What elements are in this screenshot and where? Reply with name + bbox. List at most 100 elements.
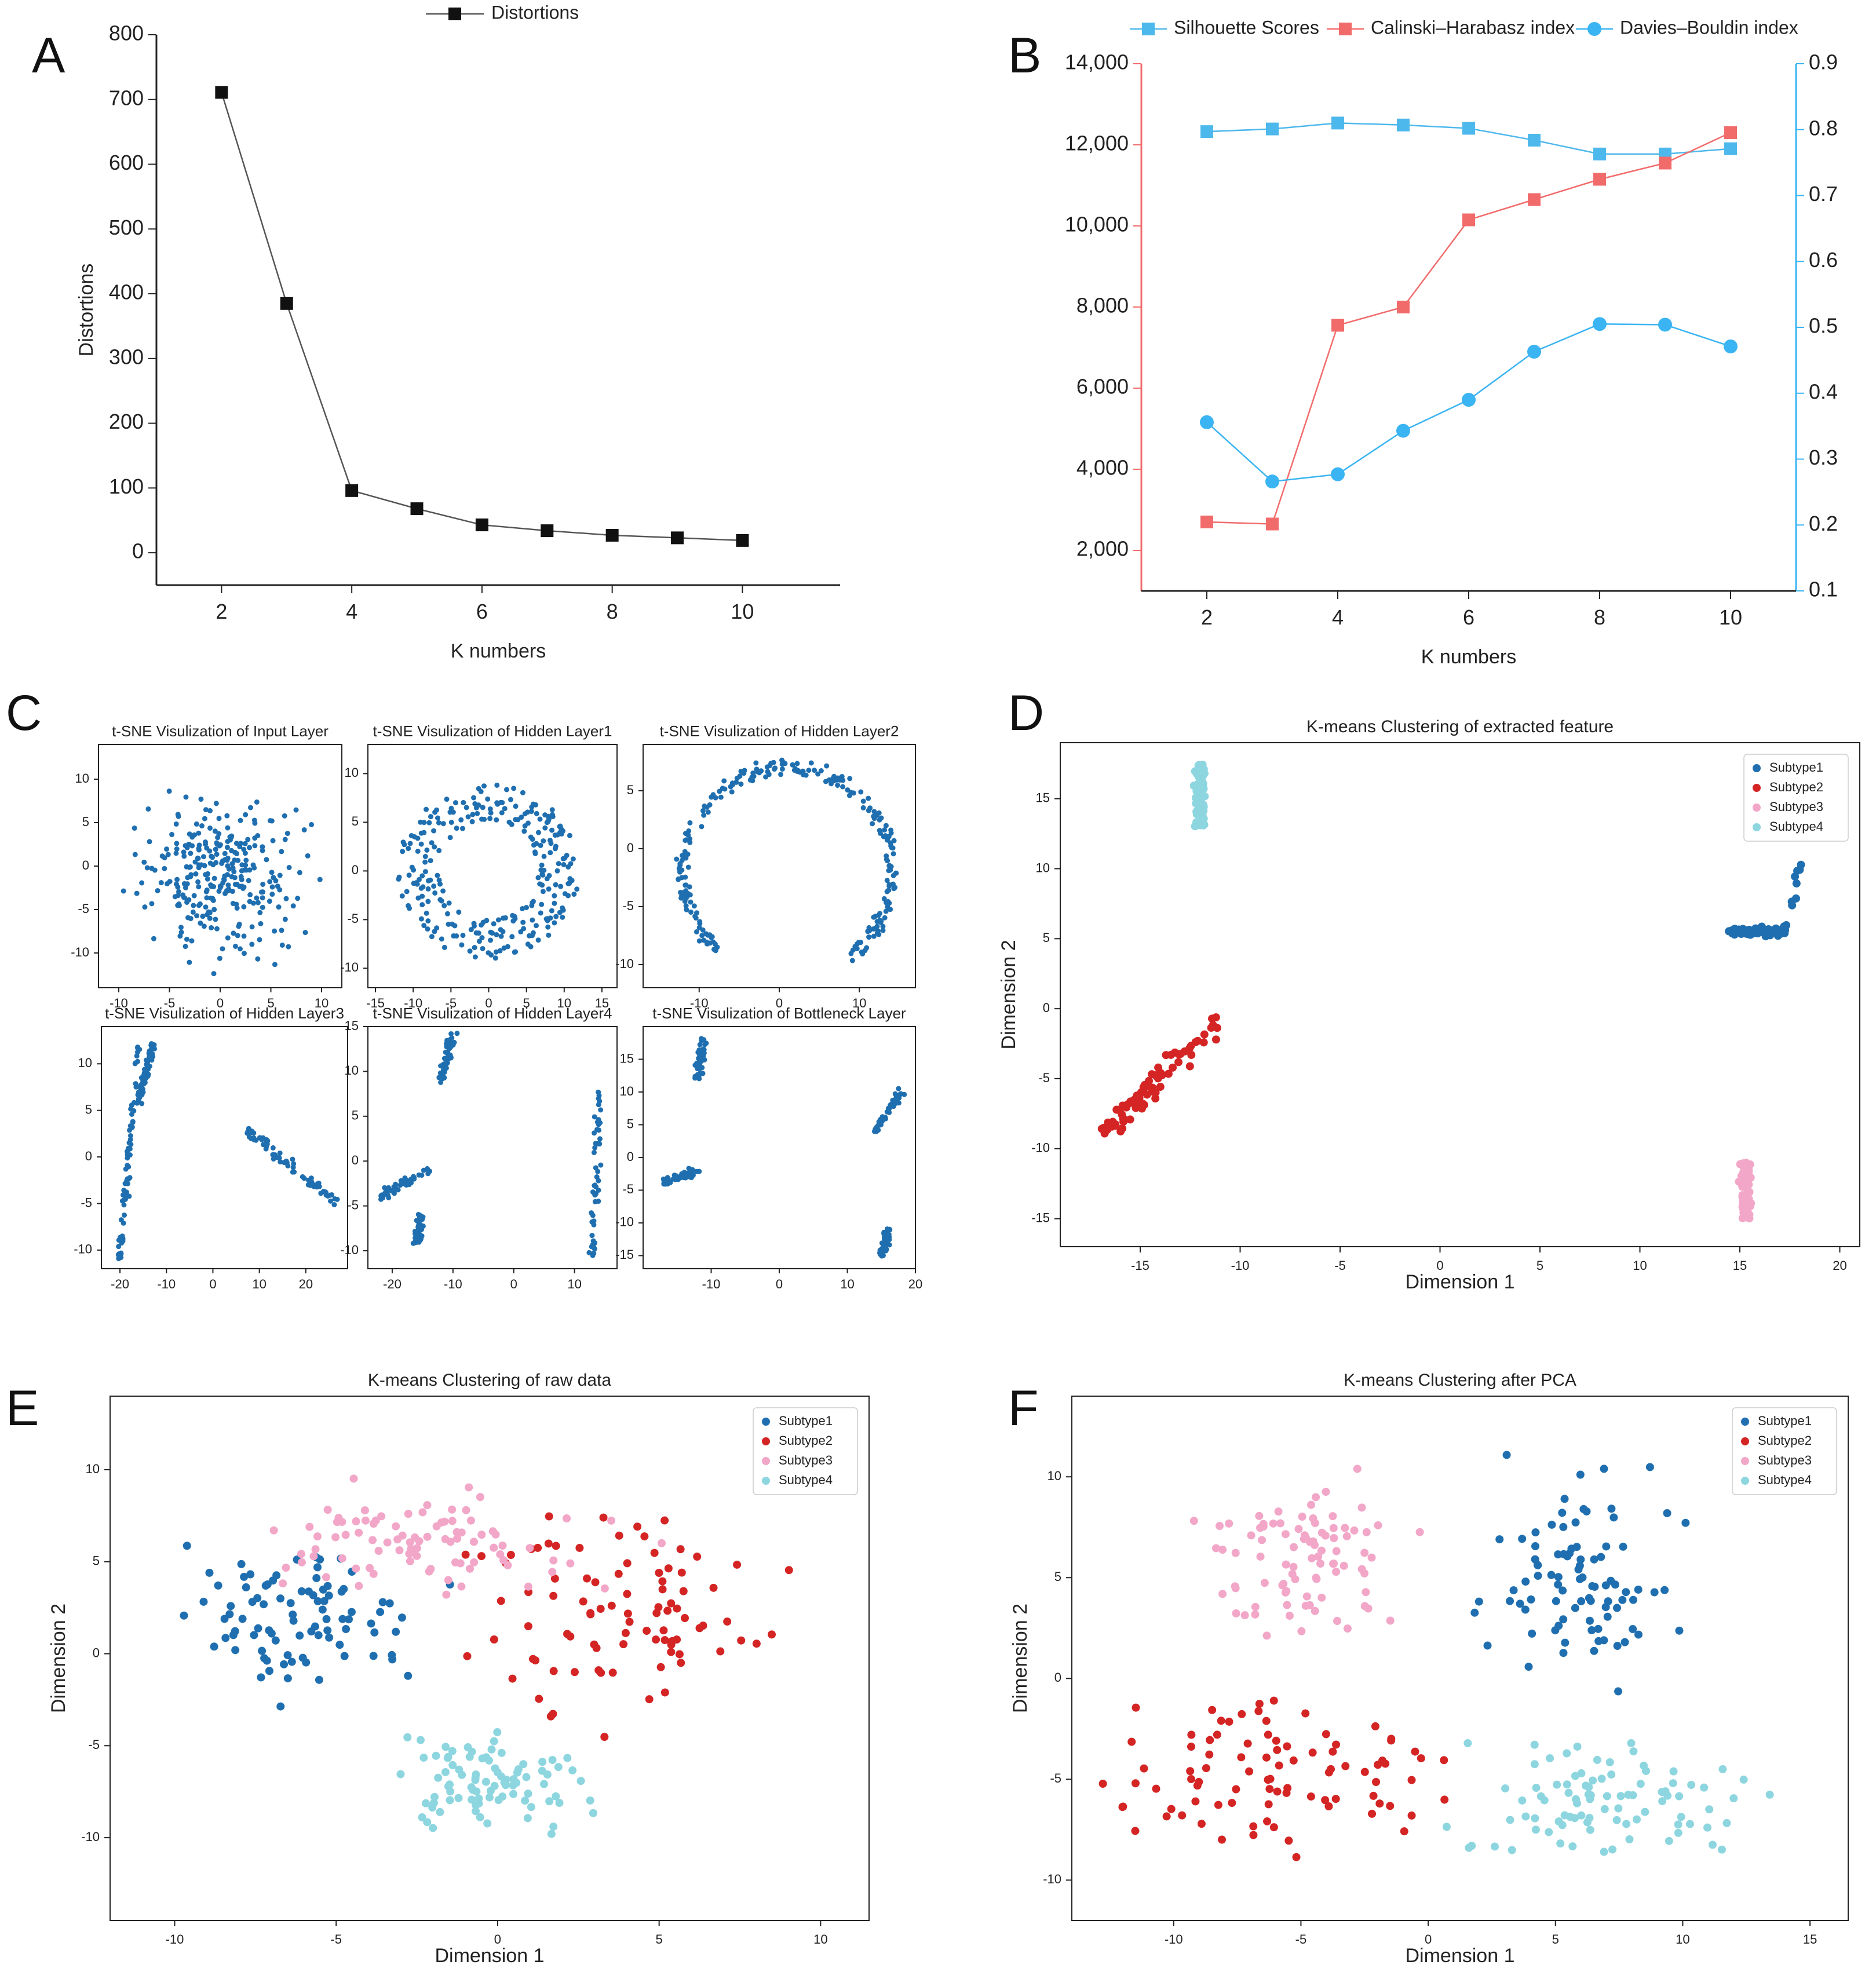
y-tick-label: -5: [81, 1195, 92, 1210]
scatter-point: [230, 901, 236, 907]
scatter-point: [224, 888, 229, 894]
scatter-point: [686, 828, 692, 834]
scatter-point: [454, 933, 459, 939]
subtype3-point: [1215, 1521, 1224, 1530]
scatter-point: [461, 799, 466, 805]
legend-label: Subtype4: [779, 1473, 833, 1487]
scatter-point: [540, 872, 546, 878]
subtype4-point: [1553, 1780, 1561, 1789]
scatter-point: [441, 1061, 447, 1067]
scatter-point: [425, 926, 430, 932]
scatter-point: [421, 923, 427, 929]
scatter-point: [596, 1095, 601, 1101]
scatter-point: [174, 846, 180, 852]
subtype4-point: [509, 1781, 517, 1790]
scatter-point: [882, 1240, 888, 1246]
subtype4-point: [434, 1773, 443, 1782]
subtype3-point: [279, 1579, 287, 1588]
scatter-point: [282, 813, 287, 819]
chart-c6-frame: [643, 1026, 916, 1269]
subtype1-point: [1560, 1495, 1569, 1503]
scatter-point: [245, 837, 251, 842]
scatter-point: [173, 881, 179, 887]
scatter-point: [415, 895, 421, 901]
scatter-point: [465, 814, 471, 820]
subtype1-point: [1575, 1561, 1584, 1570]
subtype2-point: [1292, 1853, 1301, 1861]
subtype2-point: [546, 1712, 555, 1721]
x-tick-label: 10: [315, 996, 329, 1010]
scatter-point: [878, 918, 884, 924]
scatter-point: [398, 1178, 404, 1184]
scatter-point: [392, 1187, 398, 1193]
subtype4-point: [1463, 1739, 1472, 1747]
subtype2-point: [1211, 1035, 1220, 1044]
subtype3-point: [418, 1508, 427, 1517]
subtype1-point: [344, 1615, 353, 1624]
scatter-point: [418, 819, 424, 825]
subtype2-point: [549, 1667, 558, 1675]
subtype4-point: [1661, 1787, 1670, 1796]
subtype3-point: [462, 1506, 470, 1514]
subtype2-point: [1237, 1753, 1246, 1762]
scatter-point: [164, 846, 170, 852]
subtype4-point: [1577, 1811, 1586, 1820]
subtype3-point: [1343, 1624, 1352, 1633]
scatter-point: [424, 806, 429, 812]
scatter-point: [431, 883, 437, 889]
legend-label: Subtype2: [779, 1433, 833, 1448]
scatter-point: [440, 821, 446, 827]
scatter-point: [520, 906, 525, 912]
scatter-point: [688, 910, 694, 915]
y-axis-label: Dimension 2: [48, 1604, 70, 1713]
scatter-point: [260, 904, 265, 910]
subtype4-point: [448, 1761, 457, 1769]
x-tick-label: 6: [476, 600, 488, 623]
legend-label: Subtype1: [1758, 1414, 1812, 1428]
y-tick-label: -10: [74, 1242, 92, 1257]
scatter-point: [803, 772, 809, 778]
scatter-point: [438, 1079, 444, 1085]
subtype2-point: [1332, 1740, 1341, 1749]
scatter-point: [494, 932, 499, 938]
scatter-point: [269, 870, 275, 875]
subtype4-point: [1614, 1804, 1623, 1813]
scatter-point: [567, 881, 572, 886]
subtype4-point: [1442, 1823, 1451, 1831]
subtype2-point: [463, 1652, 472, 1660]
y-tick-label: -5: [88, 1737, 100, 1752]
scatter-point: [196, 903, 202, 908]
scatter-point: [252, 843, 258, 849]
scatter-point: [826, 777, 832, 783]
subtype2-point: [1238, 1710, 1246, 1718]
x-tick-label: -10: [1165, 1932, 1183, 1947]
legend-label: Distortions: [491, 2, 579, 23]
y-tick-label: 0: [352, 863, 359, 877]
distortions-point: [215, 86, 228, 99]
scatter-point: [130, 1119, 136, 1124]
scatter-point: [420, 884, 426, 890]
y-tick-label: -5: [1050, 1771, 1061, 1785]
calinski-point: [1659, 156, 1671, 170]
scatter-point: [525, 809, 531, 815]
subtype2-point: [1115, 1106, 1124, 1115]
scatter-point: [260, 895, 265, 901]
scatter-point: [419, 893, 425, 899]
subtype1-point: [263, 1580, 272, 1588]
scatter-point: [851, 790, 856, 796]
scatter-point: [212, 828, 218, 834]
y-tick-label-right: 0.3: [1809, 445, 1838, 469]
subtype3-point: [323, 1506, 332, 1514]
scatter-point: [243, 857, 249, 863]
chart-c1-frame: [98, 744, 342, 988]
subtype3-point: [1301, 1601, 1310, 1610]
x-tick-label: 20: [908, 1277, 922, 1291]
subtype1-point: [1470, 1608, 1479, 1617]
subtype3-point: [1317, 1546, 1326, 1555]
subtype4-point: [509, 1790, 518, 1798]
subtype3-point: [282, 1564, 290, 1572]
subtype1-point: [335, 1641, 344, 1649]
scatter-point: [183, 944, 188, 950]
